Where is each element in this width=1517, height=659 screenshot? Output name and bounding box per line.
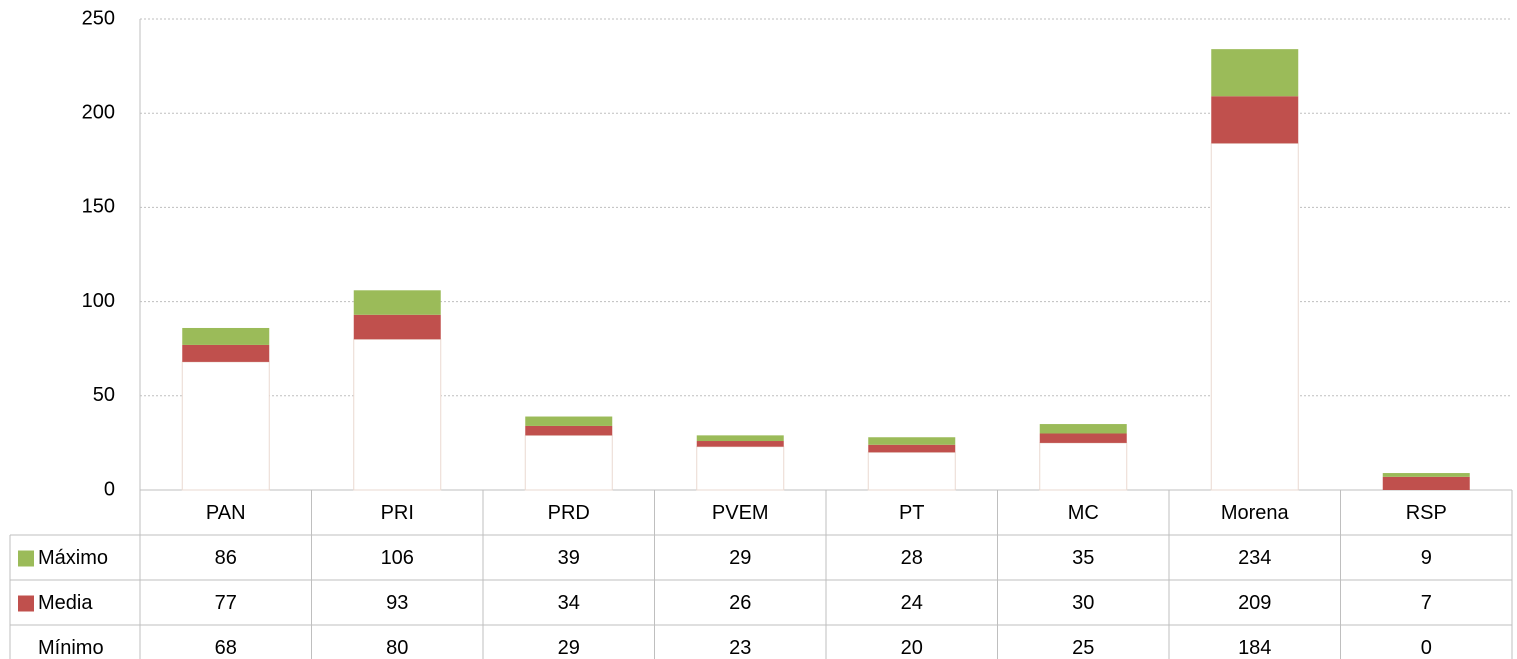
table-value: 209 xyxy=(1238,592,1271,614)
bar-minimo xyxy=(1039,442,1128,491)
bar-media xyxy=(868,444,956,453)
legend-label: Máximo xyxy=(38,547,108,569)
bar-maximo xyxy=(525,416,613,426)
x-tick-label: Morena xyxy=(1221,502,1290,524)
y-tick-label: 200 xyxy=(82,101,115,123)
table-value: 26 xyxy=(729,592,751,614)
table-value: 29 xyxy=(558,637,580,659)
bar-maximo xyxy=(1039,424,1127,434)
table-value: 77 xyxy=(215,592,237,614)
table-value: 34 xyxy=(558,592,580,614)
bar-maximo xyxy=(353,290,441,315)
y-tick-label: 150 xyxy=(82,196,115,218)
table-value: 7 xyxy=(1421,592,1432,614)
y-tick-label: 100 xyxy=(82,290,115,312)
table-value: 80 xyxy=(386,637,408,659)
bar-media xyxy=(182,344,270,362)
bar-maximo xyxy=(182,327,270,345)
bar-minimo xyxy=(696,446,785,491)
bar-minimo xyxy=(353,338,442,491)
bar-maximo xyxy=(1382,473,1470,477)
bar-media xyxy=(1382,476,1470,490)
x-tick-label: MC xyxy=(1068,502,1099,524)
legend-label: Mínimo xyxy=(38,637,104,659)
bar-maximo xyxy=(1211,49,1299,97)
bar-minimo xyxy=(524,434,613,491)
bar-media xyxy=(1211,96,1299,144)
table-value: 20 xyxy=(901,637,923,659)
bar-minimo xyxy=(1210,142,1299,491)
table-value: 9 xyxy=(1421,547,1432,569)
table-value: 0 xyxy=(1421,637,1432,659)
bar-minimo xyxy=(867,451,956,491)
table-value: 106 xyxy=(381,547,414,569)
table-value: 234 xyxy=(1238,547,1271,569)
table-value: 86 xyxy=(215,547,237,569)
table-value: 25 xyxy=(1072,637,1094,659)
x-tick-label: RSP xyxy=(1406,502,1447,524)
legend-key xyxy=(18,640,34,657)
y-tick-label: 0 xyxy=(104,478,115,500)
x-tick-label: PT xyxy=(899,502,925,524)
table-value: 23 xyxy=(729,637,751,659)
legend-key xyxy=(18,550,34,567)
table-value: 30 xyxy=(1072,592,1094,614)
bar-media xyxy=(696,441,784,447)
table-value: 35 xyxy=(1072,547,1094,569)
bar-media xyxy=(353,314,441,340)
bar-media xyxy=(1039,433,1127,443)
x-tick-label: PAN xyxy=(206,502,246,524)
y-tick-label: 250 xyxy=(82,7,115,29)
bar-media xyxy=(525,425,613,436)
x-tick-label: PVEM xyxy=(712,502,769,524)
y-tick-label: 50 xyxy=(93,384,115,406)
table-value: 93 xyxy=(386,592,408,614)
table-value: 39 xyxy=(558,547,580,569)
table-value: 68 xyxy=(215,637,237,659)
table-value: 184 xyxy=(1238,637,1271,659)
bar-minimo xyxy=(181,361,270,491)
table-value: 29 xyxy=(729,547,751,569)
bar-maximo xyxy=(868,437,956,445)
x-tick-label: PRD xyxy=(548,502,590,524)
bar-maximo xyxy=(696,435,784,442)
table-value: 24 xyxy=(901,592,923,614)
legend-key xyxy=(18,595,34,612)
legend-label: Media xyxy=(38,592,93,614)
table-value: 28 xyxy=(901,547,923,569)
x-tick-label: PRI xyxy=(381,502,414,524)
